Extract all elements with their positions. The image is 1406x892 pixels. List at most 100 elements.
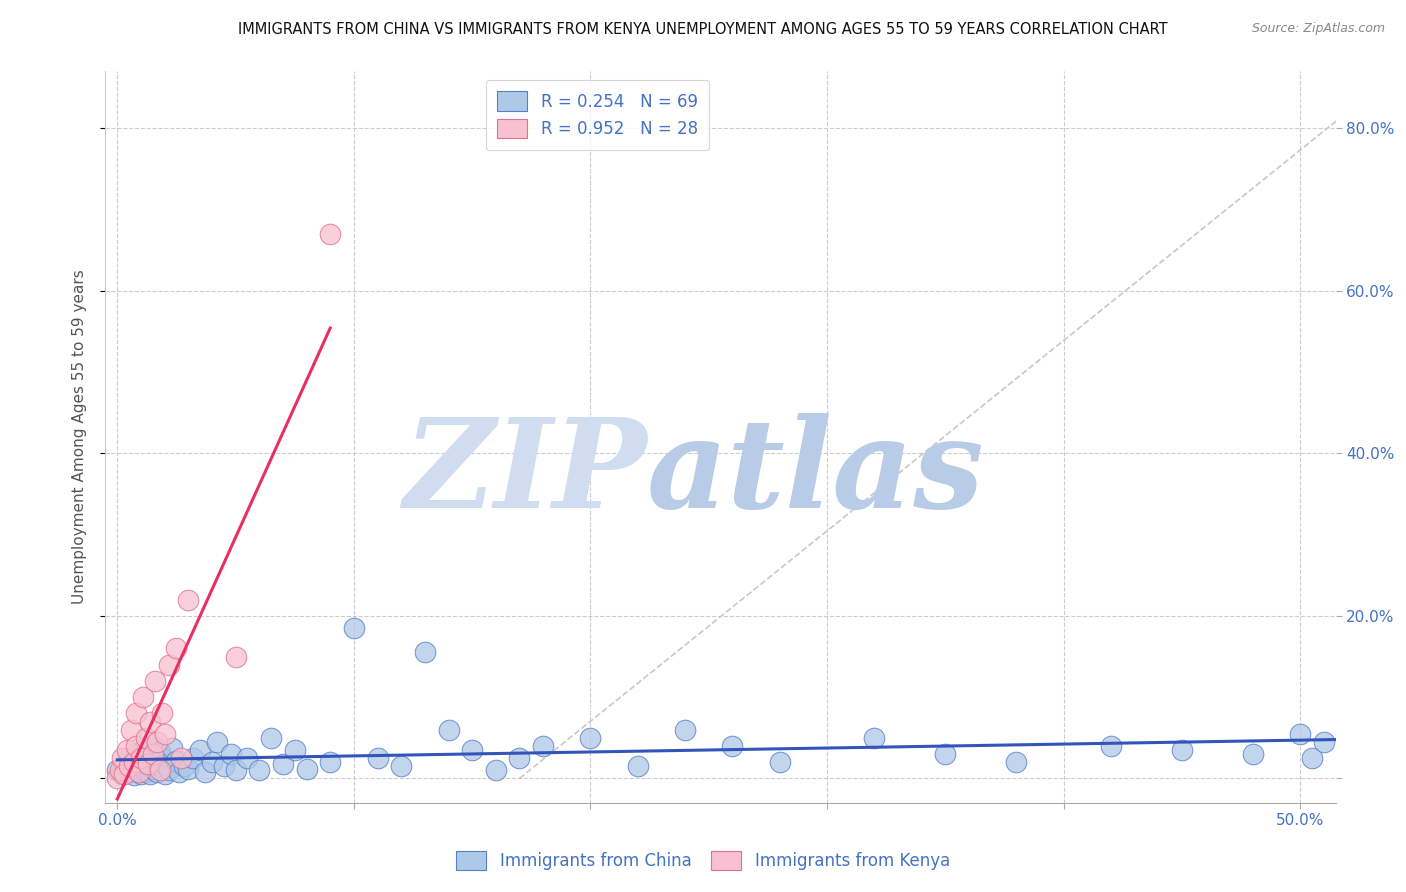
- Point: [295, 762, 318, 776]
- Point: [150, 706, 173, 721]
- Point: [142, 739, 165, 753]
- Point: [367, 751, 389, 765]
- Point: [146, 764, 169, 779]
- Point: [177, 762, 200, 776]
- Point: [1099, 739, 1122, 753]
- Point: [143, 755, 166, 769]
- Point: [173, 759, 195, 773]
- Point: [531, 739, 554, 753]
- Point: [150, 751, 173, 765]
- Point: [139, 714, 162, 729]
- Point: [260, 731, 283, 745]
- Point: [118, 751, 141, 765]
- Point: [146, 735, 169, 749]
- Point: [673, 723, 696, 737]
- Point: [118, 764, 141, 779]
- Point: [627, 759, 650, 773]
- Legend: R = 0.254   N = 69, R = 0.952   N = 28: R = 0.254 N = 69, R = 0.952 N = 28: [485, 79, 710, 150]
- Text: IMMIGRANTS FROM CHINA VS IMMIGRANTS FROM KENYA UNEMPLOYMENT AMONG AGES 55 TO 59 : IMMIGRANTS FROM CHINA VS IMMIGRANTS FROM…: [238, 22, 1168, 37]
- Point: [170, 751, 193, 765]
- Point: [160, 740, 183, 755]
- Point: [485, 764, 508, 778]
- Point: [225, 649, 247, 664]
- Point: [108, 764, 131, 778]
- Point: [136, 756, 159, 771]
- Point: [934, 747, 956, 761]
- Point: [1301, 751, 1323, 765]
- Point: [319, 755, 342, 769]
- Point: [149, 759, 172, 773]
- Point: [153, 756, 176, 771]
- Point: [135, 764, 157, 779]
- Point: [111, 767, 134, 781]
- Point: [413, 645, 436, 659]
- Point: [1005, 755, 1028, 769]
- Point: [721, 739, 744, 753]
- Point: [122, 755, 145, 769]
- Point: [1171, 743, 1194, 757]
- Point: [343, 621, 366, 635]
- Point: [112, 759, 135, 773]
- Point: [105, 764, 128, 778]
- Point: [143, 673, 166, 688]
- Point: [219, 747, 242, 761]
- Point: [105, 772, 128, 786]
- Point: [128, 764, 150, 779]
- Point: [125, 756, 148, 771]
- Point: [142, 762, 165, 776]
- Point: [136, 759, 159, 773]
- Point: [149, 764, 172, 778]
- Point: [225, 764, 247, 778]
- Point: [165, 641, 187, 656]
- Point: [1289, 727, 1312, 741]
- Point: [177, 592, 200, 607]
- Point: [165, 754, 187, 768]
- Point: [153, 767, 176, 781]
- Point: [863, 731, 886, 745]
- Point: [236, 751, 259, 765]
- Point: [125, 747, 148, 761]
- Point: [167, 764, 190, 779]
- Point: [247, 764, 270, 778]
- Point: [132, 690, 155, 705]
- Y-axis label: Unemployment Among Ages 55 to 59 years: Unemployment Among Ages 55 to 59 years: [72, 269, 87, 605]
- Point: [135, 731, 157, 745]
- Point: [284, 743, 307, 757]
- Point: [157, 764, 180, 778]
- Point: [188, 743, 211, 757]
- Point: [508, 751, 530, 765]
- Point: [437, 723, 460, 737]
- Point: [136, 748, 159, 763]
- Point: [149, 746, 172, 760]
- Point: [139, 767, 162, 781]
- Point: [205, 735, 228, 749]
- Point: [579, 731, 602, 745]
- Point: [132, 743, 155, 757]
- Point: [115, 743, 138, 757]
- Point: [271, 756, 294, 771]
- Point: [461, 743, 484, 757]
- Point: [111, 751, 134, 765]
- Text: Source: ZipAtlas.com: Source: ZipAtlas.com: [1251, 22, 1385, 36]
- Point: [181, 751, 204, 765]
- Point: [129, 754, 152, 768]
- Point: [118, 759, 141, 773]
- Point: [129, 751, 152, 765]
- Point: [112, 767, 135, 781]
- Point: [157, 657, 180, 672]
- Point: [389, 759, 412, 773]
- Point: [129, 766, 152, 780]
- Point: [153, 727, 176, 741]
- Point: [121, 723, 143, 737]
- Point: [125, 706, 148, 721]
- Text: ZIP: ZIP: [404, 413, 647, 534]
- Point: [194, 764, 217, 779]
- Point: [201, 755, 224, 769]
- Point: [319, 227, 342, 241]
- Legend: Immigrants from China, Immigrants from Kenya: Immigrants from China, Immigrants from K…: [450, 844, 956, 877]
- Text: atlas: atlas: [647, 413, 984, 534]
- Point: [769, 755, 792, 769]
- Point: [122, 768, 145, 782]
- Point: [1241, 747, 1264, 761]
- Point: [142, 747, 165, 761]
